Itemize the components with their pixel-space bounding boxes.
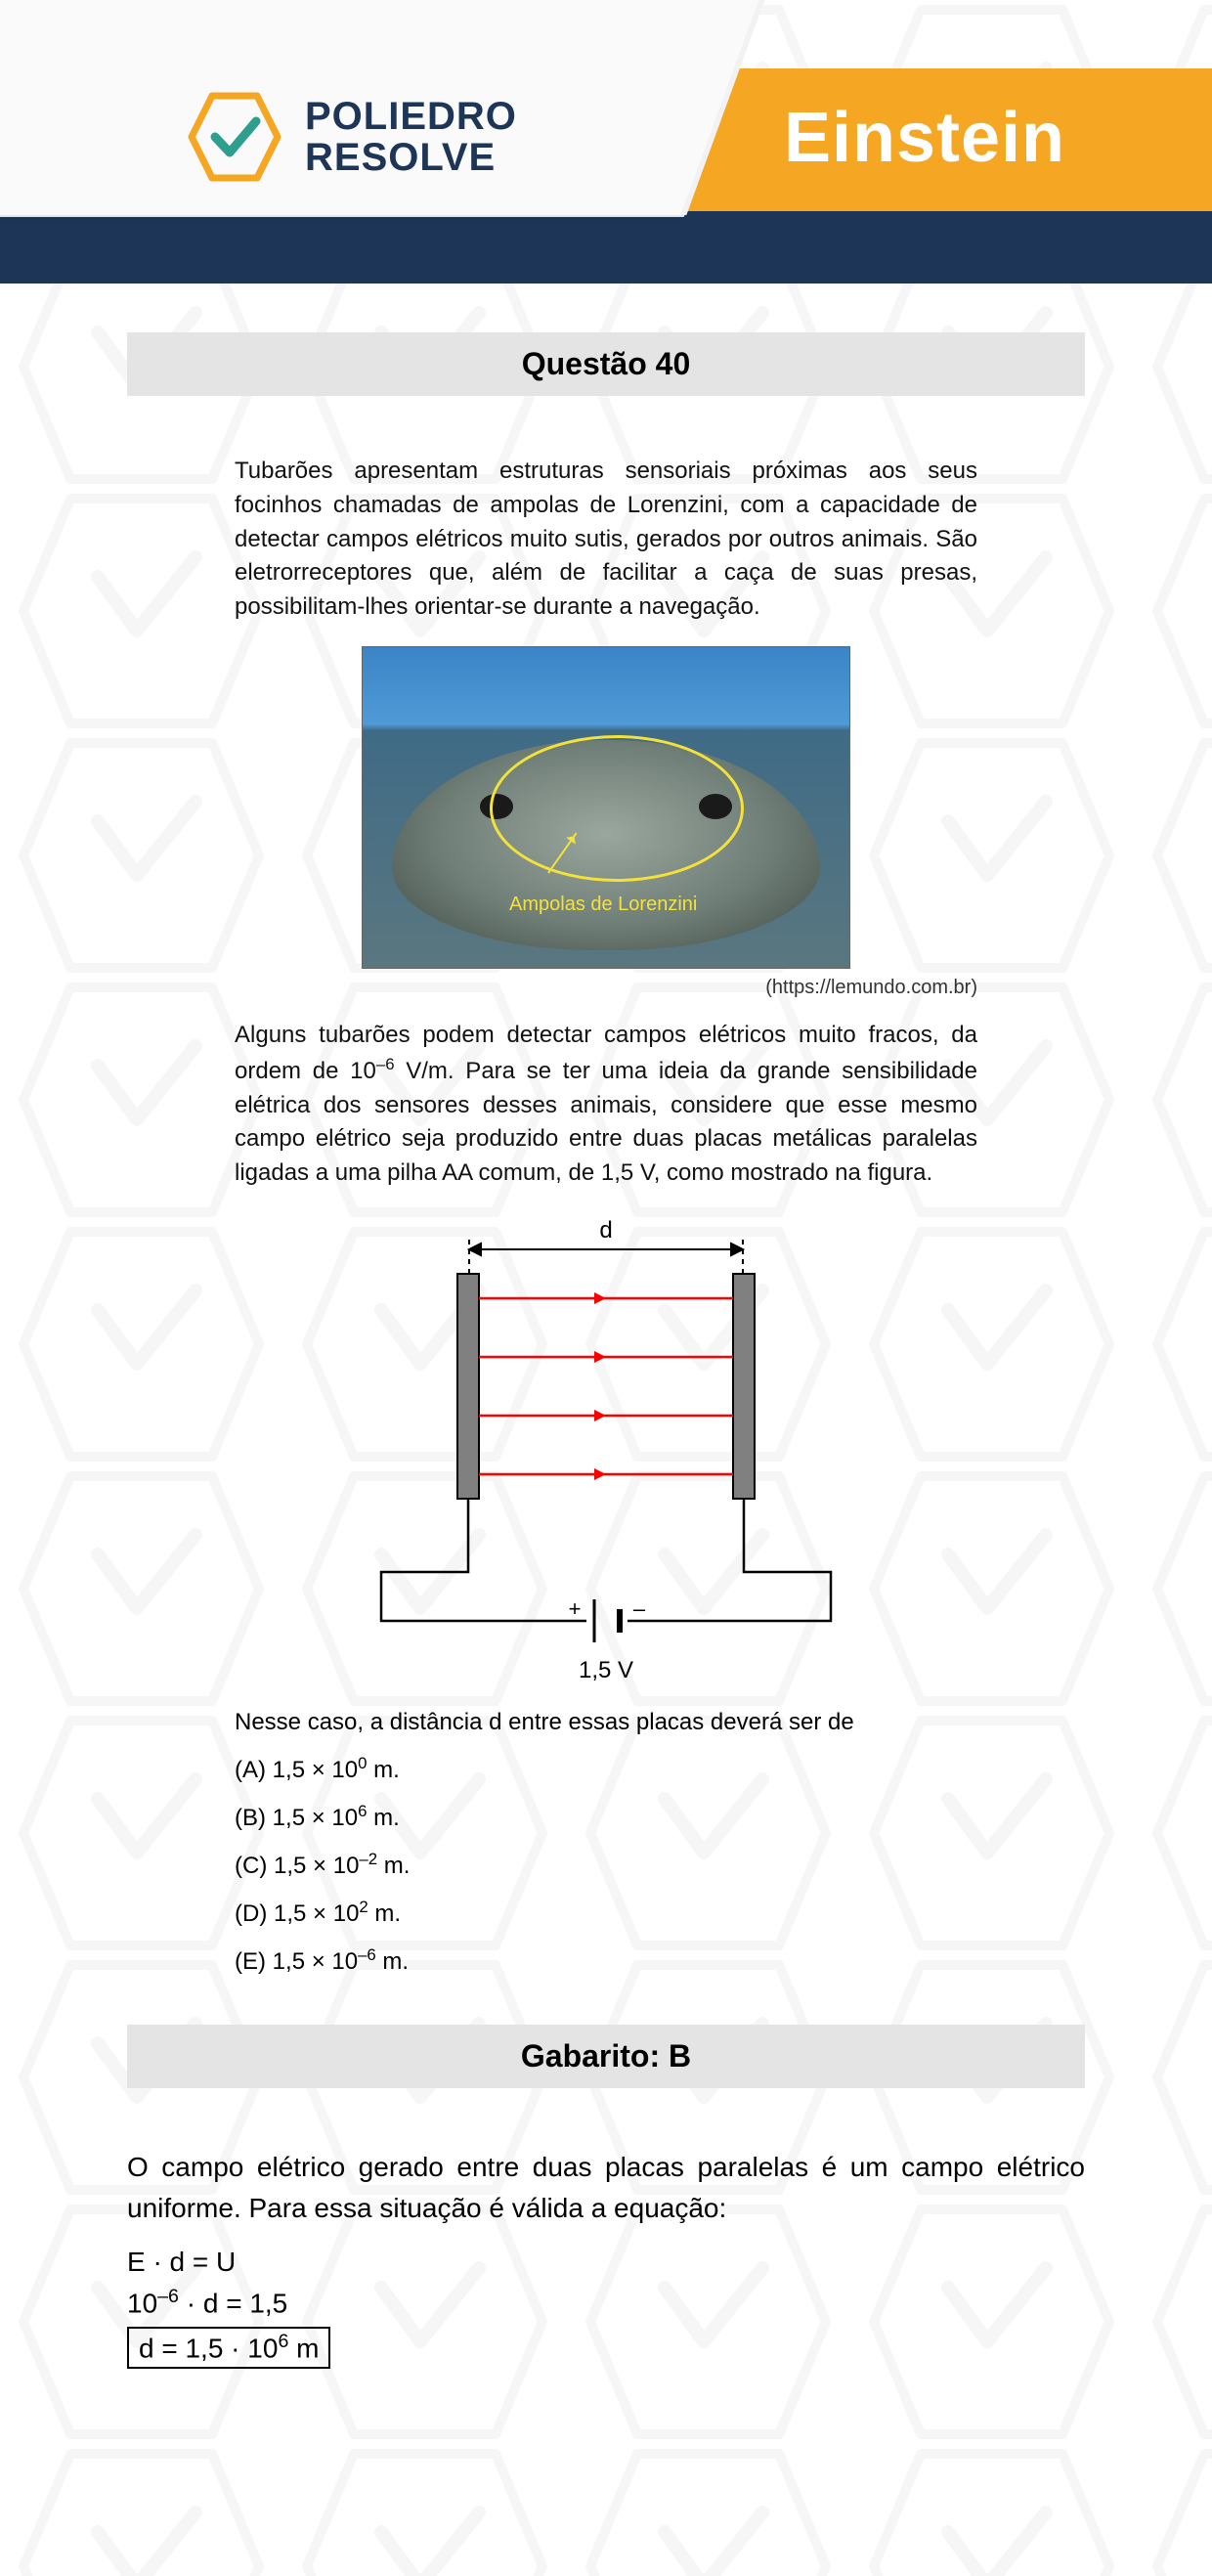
question-paragraph-2: Alguns tubarões podem detectar campos el… xyxy=(235,1019,977,1191)
eq-3: d = 1,5 · 106 m xyxy=(127,2327,1085,2368)
question-paragraph-1: Tubarões apresentam estruturas sensoriai… xyxy=(235,455,977,625)
question-prompt: Nesse caso, a distância d entre essas pl… xyxy=(235,1709,977,1736)
plate-right xyxy=(733,1274,755,1499)
battery-icon xyxy=(594,1599,620,1642)
question-body: Tubarões apresentam estruturas sensoriai… xyxy=(235,455,977,625)
circuit-wires xyxy=(381,1499,831,1621)
logo-line-2: RESOLVE xyxy=(305,137,517,178)
option-d: (D) 1,5 × 102 m. xyxy=(235,1898,977,1928)
page-header: POLIEDRO RESOLVE Einstein xyxy=(0,0,1212,284)
field-lines xyxy=(479,1298,733,1474)
d-label: d xyxy=(599,1220,612,1244)
logo: POLIEDRO RESOLVE xyxy=(186,88,517,186)
logo-line-1: POLIEDRO xyxy=(305,96,517,137)
solution-text: O campo elétrico gerado entre duas placa… xyxy=(127,2147,1085,2229)
answer-bar: Gabarito: B xyxy=(127,2025,1085,2088)
battery-plus: + xyxy=(569,1596,582,1621)
solution-equations: E · d = U 10–6 · d = 1,5 d = 1,5 · 106 m xyxy=(127,2247,1085,2369)
option-c: (C) 1,5 × 10–2 m. xyxy=(235,1850,977,1880)
question-number-bar: Questão 40 xyxy=(127,332,1085,396)
ampulla-label: Ampolas de Lorenzini xyxy=(509,894,697,916)
ampulla-highlight-oval xyxy=(490,735,744,882)
plate-left xyxy=(457,1274,479,1499)
page-content: Questão 40 Tubarões apresentam estrutura… xyxy=(0,284,1212,2455)
figure-source: (https://lemundo.com.br) xyxy=(235,977,977,999)
field-arrows xyxy=(594,1292,606,1480)
checkmark-hex-icon xyxy=(186,88,283,186)
battery-voltage: 1,5 V xyxy=(579,1657,633,1683)
circuit-figure: d xyxy=(342,1220,870,1689)
eq-2: 10–6 · d = 1,5 xyxy=(127,2286,1085,2319)
option-a: (A) 1,5 × 100 m. xyxy=(235,1754,977,1784)
brand-title: Einstein xyxy=(784,98,1065,178)
circuit-svg: d xyxy=(342,1220,870,1689)
option-e: (E) 1,5 × 10–6 m. xyxy=(235,1945,977,1976)
logo-text: POLIEDRO RESOLVE xyxy=(305,96,517,178)
eq-1: E · d = U xyxy=(127,2247,1085,2278)
header-blue-band xyxy=(0,211,1212,284)
battery-minus: – xyxy=(633,1596,646,1621)
option-b: (B) 1,5 × 106 m. xyxy=(235,1802,977,1832)
p2-exp: –6 xyxy=(376,1055,395,1073)
options-list: (A) 1,5 × 100 m. (B) 1,5 × 106 m. (C) 1,… xyxy=(235,1754,977,1976)
shark-figure: Ampolas de Lorenzini xyxy=(362,646,850,969)
